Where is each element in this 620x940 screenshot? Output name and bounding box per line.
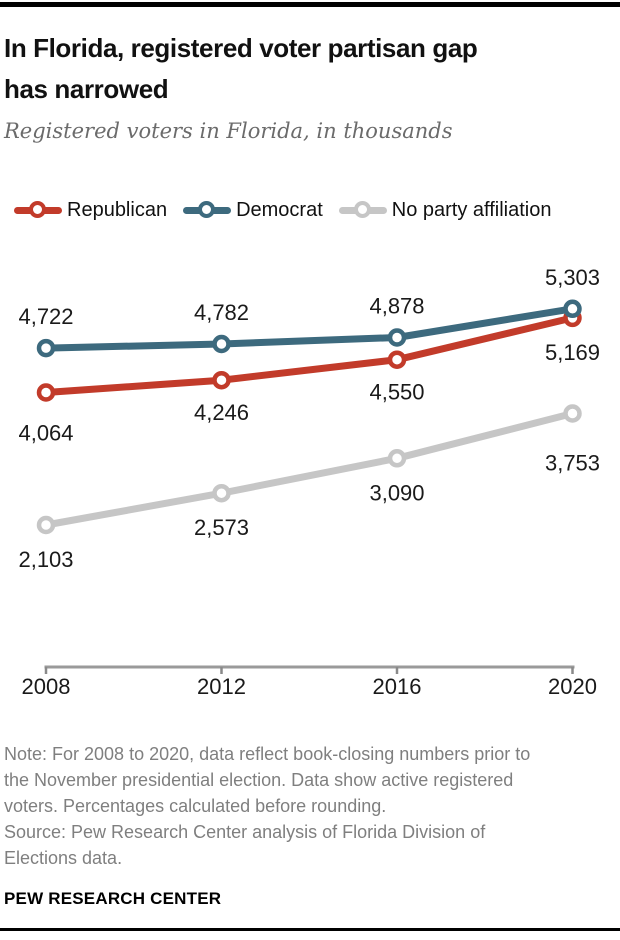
series-line-no-party-affiliation [45, 410, 574, 529]
x-tick-label: 2020 [548, 674, 597, 699]
data-label-republican-2012: 4,246 [194, 400, 249, 425]
legend: Republican Democrat No party affiliation [14, 196, 552, 224]
data-label-democrat-2008: 4,722 [18, 304, 73, 329]
data-point-marker-democrat-2012 [212, 334, 231, 354]
data-point-marker-democrat-2008 [36, 338, 56, 358]
legend-item-republican: Republican [14, 199, 167, 222]
series-line-republican [45, 314, 574, 396]
bottom-rule [0, 928, 620, 931]
series-line-democrat [45, 305, 574, 352]
data-point-marker-no-party-affiliation-2020 [563, 404, 582, 423]
legend-label: No party affiliation [391, 198, 552, 221]
x-axis-tick [220, 667, 223, 674]
data-label-republican-2016: 4,550 [369, 380, 424, 405]
chart-title: In Florida, registered voter partisan ga… [4, 33, 478, 104]
legend-label: Democrat [236, 198, 323, 221]
top-rule [0, 2, 620, 7]
data-point-marker-no-party-affiliation-2016 [387, 449, 407, 468]
data-label-republican-2020: 5,169 [545, 340, 600, 365]
x-tick-label: 2016 [373, 674, 422, 699]
data-point-marker-republican-2008 [36, 383, 56, 402]
x-axis-tick [44, 667, 48, 674]
chart-subtitle: Registered voters in Florida, in thousan… [4, 119, 453, 143]
data-point-marker-no-party-affiliation-2008 [36, 515, 56, 535]
legend-line-marker-icon [338, 201, 387, 219]
data-point-marker-no-party-affiliation-2012 [212, 483, 231, 503]
x-axis-tick [395, 667, 399, 674]
x-tick-label: 2012 [197, 674, 246, 699]
note-and-source-text: Note: For 2008 to 2020, data reflect boo… [4, 744, 531, 868]
data-point-marker-republican-2012 [212, 370, 231, 390]
legend-label: Republican [67, 198, 168, 221]
data-label-no-party-affiliation-2012: 2,573 [194, 515, 249, 540]
pew-research-center-label: PEW RESEARCH CENTER [4, 889, 222, 908]
legend-item-no-party-affiliation: No party affiliation [338, 198, 552, 222]
data-point-marker-democrat-2016 [387, 328, 407, 347]
legend-item-democrat: Democrat [183, 199, 323, 222]
x-tick-label: 2008 [22, 674, 71, 699]
data-label-no-party-affiliation-2008: 2,103 [18, 547, 73, 572]
data-point-marker-democrat-2020 [563, 299, 582, 319]
data-label-no-party-affiliation-2016: 3,090 [369, 480, 424, 505]
line-chart: 2008 2012 2016 2020 4,064 4,246 4,550 5,169 4,72… [18, 265, 600, 699]
legend-line-marker-icon [183, 201, 232, 219]
data-point-marker-republican-2016 [387, 350, 407, 369]
data-label-republican-2008: 4,064 [18, 421, 73, 446]
data-label-no-party-affiliation-2020: 3,753 [545, 451, 600, 476]
legend-line-marker-icon [14, 201, 62, 219]
data-label-democrat-2020: 5,303 [545, 265, 600, 290]
x-axis-tick [571, 667, 574, 674]
data-label-democrat-2016: 4,878 [369, 294, 424, 319]
data-label-democrat-2012: 4,782 [194, 300, 249, 325]
x-axis-line [44, 665, 575, 669]
